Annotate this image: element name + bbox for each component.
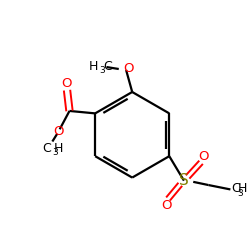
Text: C: C [103,60,112,73]
Text: O: O [161,198,171,211]
Text: O: O [198,150,208,163]
Text: 3: 3 [52,148,58,158]
Text: H: H [238,182,248,196]
Text: O: O [53,125,64,138]
Text: 3: 3 [99,66,105,75]
Text: 3: 3 [237,189,243,198]
Text: O: O [61,77,71,90]
Text: H: H [54,142,63,155]
Text: H: H [88,60,98,73]
Text: O: O [123,62,134,75]
Text: C: C [232,182,240,196]
Text: S: S [179,173,189,188]
Text: C: C [42,142,50,155]
